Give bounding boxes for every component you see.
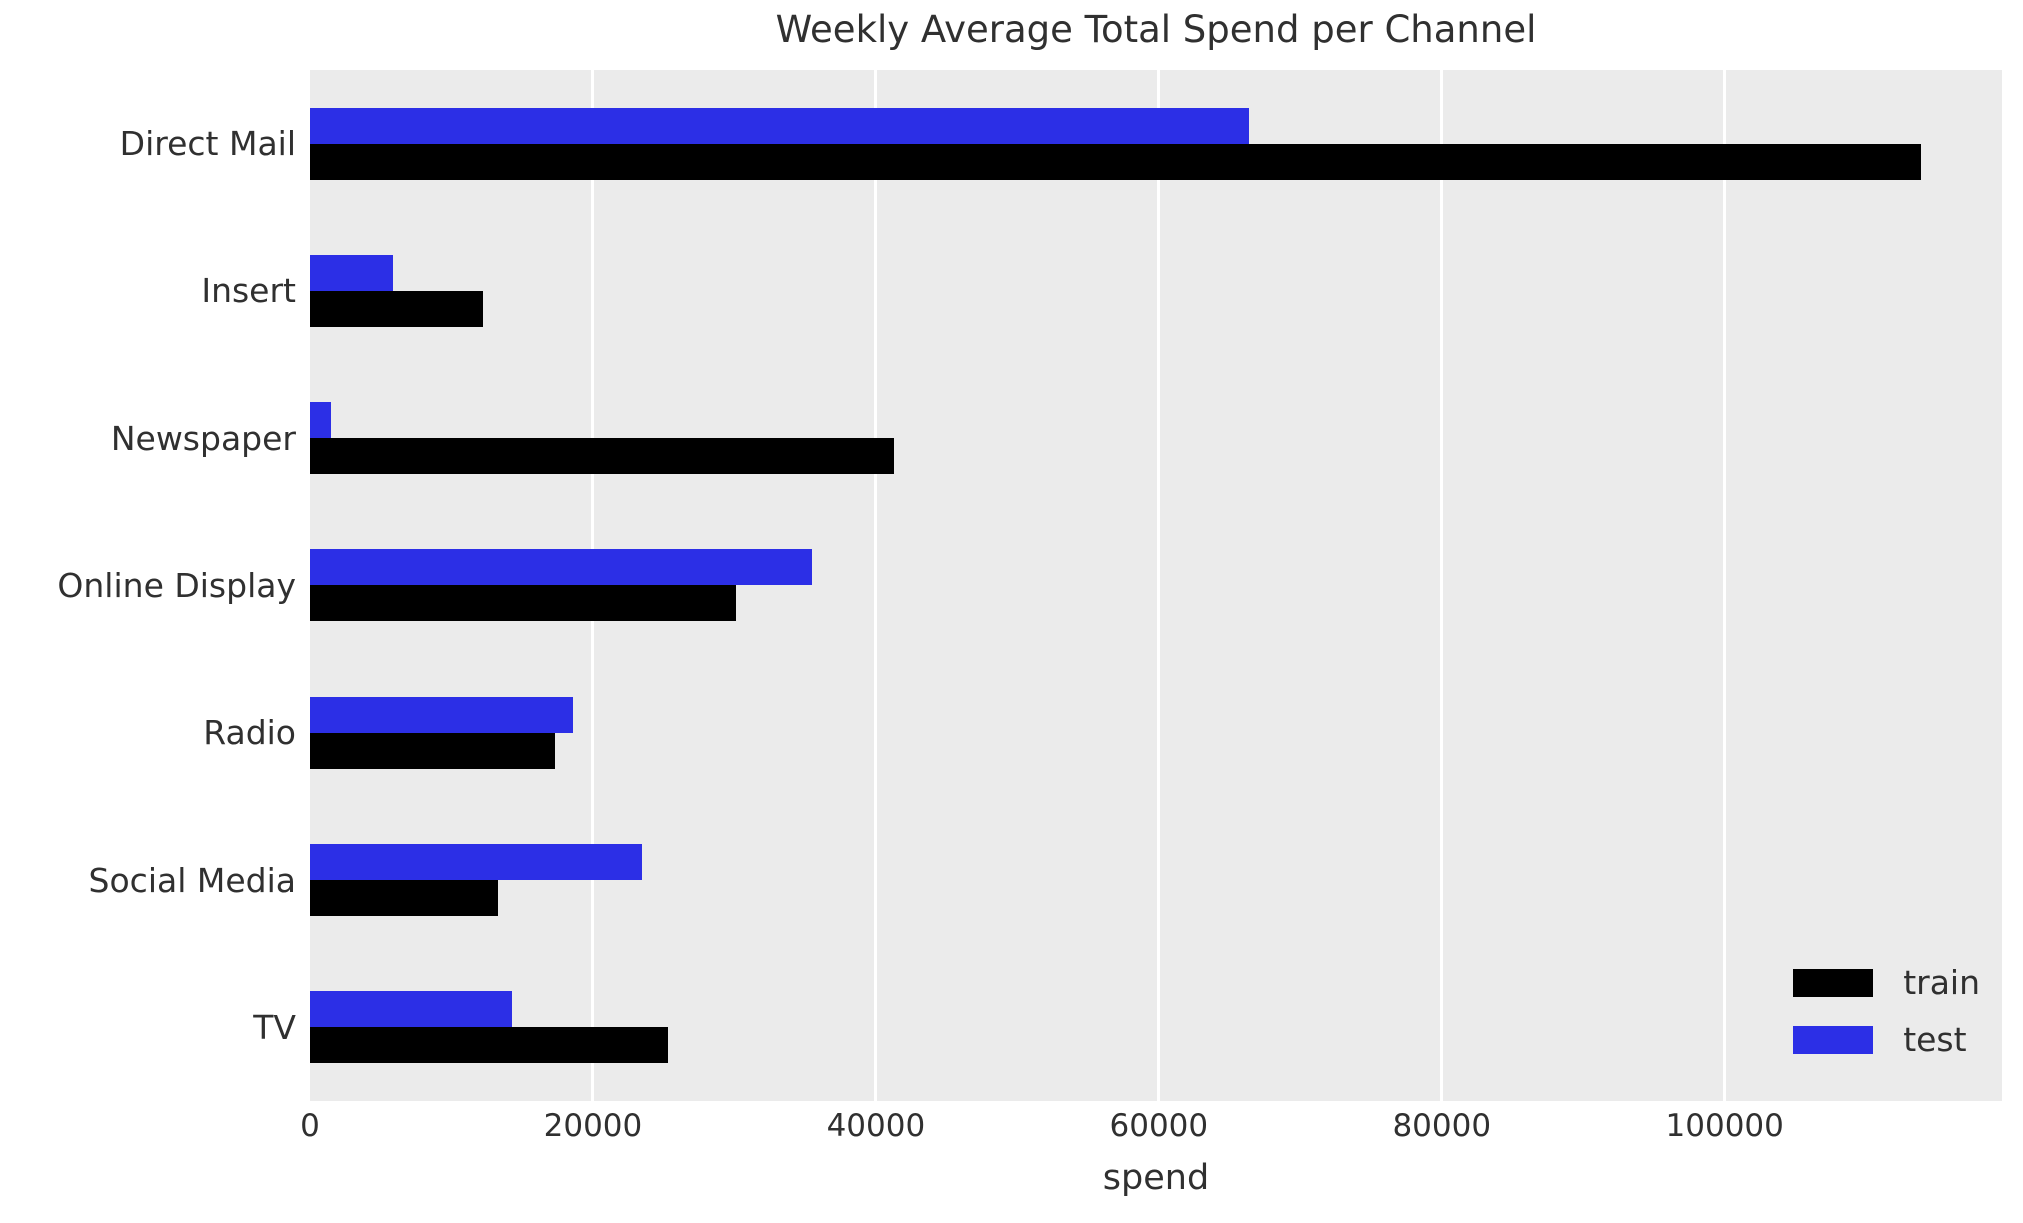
y-axis-labels: Direct Mail Insert Newspaper Online Display… [0, 70, 296, 1101]
chart-title: Weekly Average Total Spend per Channel [775, 8, 1537, 51]
legend: train test [1793, 963, 1980, 1059]
bar-test-newspaper [310, 402, 332, 439]
gridline-60000 [1157, 70, 1161, 1101]
gridline-40000 [874, 70, 878, 1101]
bar-train-newspaper [310, 438, 895, 475]
bar-group-radio [310, 659, 2002, 806]
bar-test-online-display [310, 549, 813, 586]
bar-train-insert [310, 290, 483, 327]
bar-test-insert [310, 254, 394, 291]
x-tick-label-0: 0 [300, 1108, 320, 1144]
x-tick-label-100000: 100000 [1665, 1108, 1784, 1144]
y-tick-label-online-display: Online Display [57, 565, 296, 605]
bar-train-tv [310, 1027, 668, 1064]
bar-group-direct-mail [310, 70, 2002, 217]
bar-train-online-display [310, 585, 736, 622]
bar-test-radio [310, 696, 574, 733]
bar-train-social-media [310, 880, 499, 917]
bar-group-insert [310, 217, 2002, 364]
bar-group-social-media [310, 806, 2002, 953]
y-tick-label-insert: Insert [201, 271, 296, 311]
legend-swatch-train [1793, 968, 1874, 997]
bar-train-radio [310, 732, 555, 769]
bar-rows [310, 70, 2002, 1101]
legend-item-test: test [1793, 1020, 1980, 1059]
y-tick-label-direct-mail: Direct Mail [119, 124, 296, 164]
legend-swatch-test [1793, 1025, 1874, 1054]
bar-test-direct-mail [310, 107, 1250, 144]
x-tick-label-20000: 20000 [543, 1108, 643, 1144]
bar-group-newspaper [310, 365, 2002, 512]
bar-train-direct-mail [310, 143, 1922, 180]
y-tick-label-social-media: Social Media [88, 860, 296, 900]
y-tick-label-radio: Radio [203, 713, 296, 753]
bar-test-social-media [310, 844, 643, 881]
legend-label-test: test [1903, 1020, 1967, 1059]
legend-item-train: train [1793, 963, 1980, 1002]
y-tick-label-newspaper: Newspaper [110, 418, 296, 458]
bar-test-tv [310, 991, 513, 1028]
bar-group-tv [310, 954, 2002, 1101]
bar-group-online-display [310, 512, 2002, 659]
x-axis-label: spend [1102, 1158, 1210, 1198]
plot-area: train test [310, 70, 2002, 1101]
x-tick-label-60000: 60000 [1109, 1108, 1209, 1144]
gridline-100000 [1723, 70, 1727, 1101]
x-axis-ticks: 0 20000 40000 60000 80000 100000 [300, 1108, 2002, 1152]
x-tick-label-80000: 80000 [1392, 1108, 1492, 1144]
legend-label-train: train [1903, 963, 1980, 1002]
y-tick-label-tv: TV [253, 1007, 296, 1047]
gridline-80000 [1440, 70, 1444, 1101]
x-tick-label-40000: 40000 [826, 1108, 926, 1144]
